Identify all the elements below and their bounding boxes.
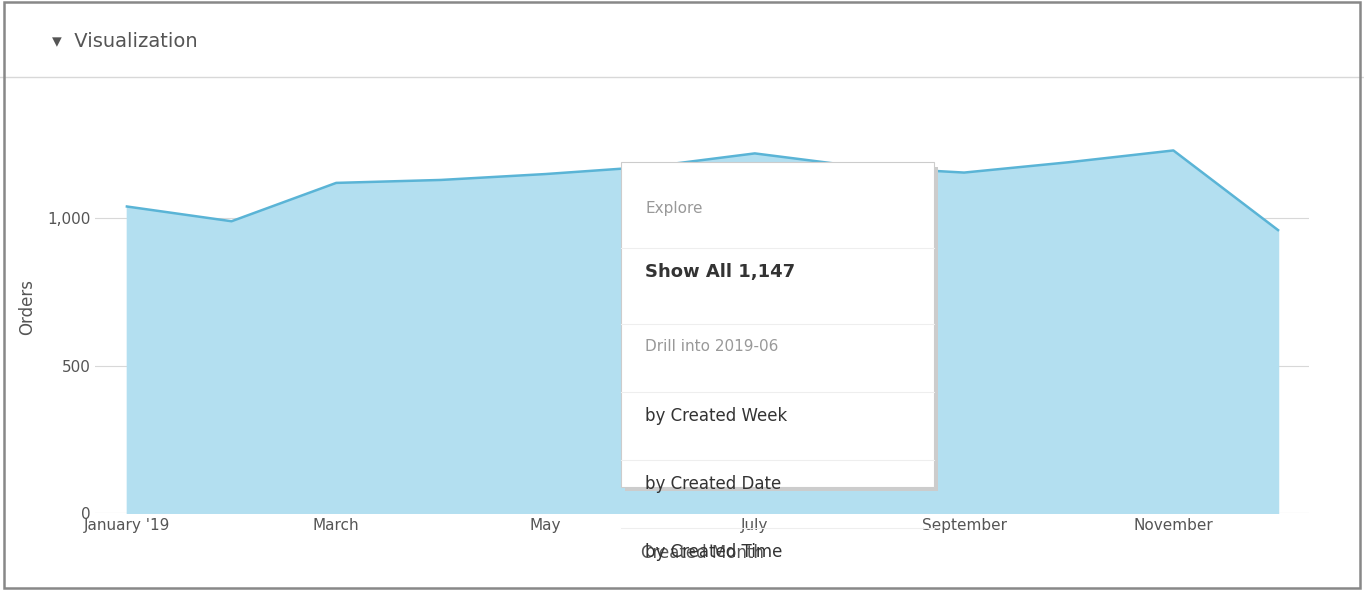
X-axis label: Created Month: Created Month	[641, 544, 764, 562]
Text: Explore: Explore	[645, 201, 702, 215]
Text: by Created Date: by Created Date	[645, 475, 782, 493]
Text: Show All 1,147: Show All 1,147	[645, 263, 795, 281]
Y-axis label: Orders: Orders	[18, 279, 35, 335]
Text: by Created Week: by Created Week	[645, 407, 787, 425]
Text: by Created Time: by Created Time	[645, 543, 783, 561]
Text: Drill into 2019-06: Drill into 2019-06	[645, 339, 779, 354]
Text: ▾  Visualization: ▾ Visualization	[52, 32, 198, 51]
